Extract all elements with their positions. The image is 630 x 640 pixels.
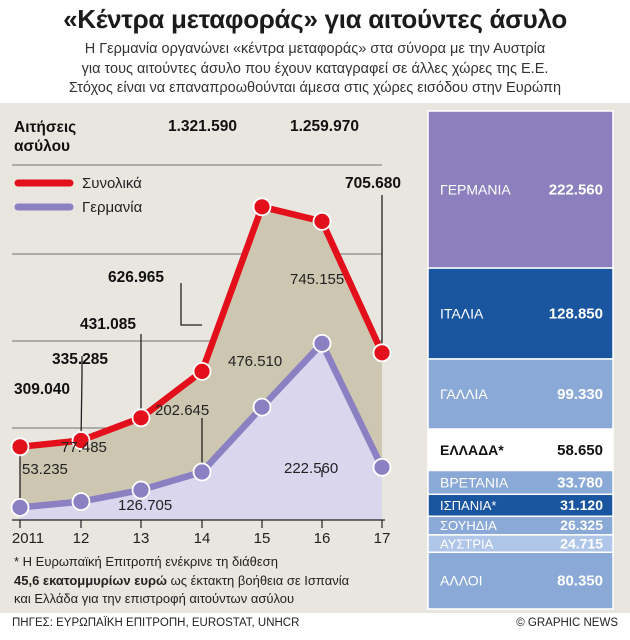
x-tick-label: 14 [194,530,211,547]
x-axis: 2011 12 13 14 15 16 17 [12,519,391,547]
germany-point [312,333,332,353]
footnote: * Η Ευρωπαϊκή Επιτροπή ενέκρινε τη διάθε… [14,553,409,609]
credit: © GRAPHIC NEWS [516,617,618,629]
data-labels: 309.040 335.285 431.085 626.965 1.321.590 1.2… [14,118,401,514]
y-axis-title: Αιτήσεις ασύλου [14,119,76,155]
total-point [10,437,30,457]
x-tick-label: 13 [133,530,150,547]
country-label: ΙΣΠΑΝΙΑ* [440,498,496,513]
subtitle-line: Στόχος είναι να επαναπροωθούνται άμεσα σ… [68,80,562,96]
germany-value-label: 77.485 [61,439,107,456]
total-value-label: 335.285 [52,351,108,368]
germany-value-label: 745.155 [290,271,344,288]
footnote-line: 45,6 εκατομμυρίων ευρώ ως έκτακτη βοήθει… [14,572,409,591]
total-value-label: 705.680 [345,175,401,192]
country-bars: ΓΕΡΜΑΝΙΑ 222.560 ΙΤΑΛΙΑ 128.850 ΓΑΛΛΙΑ 99.330… [427,110,614,610]
germany-point [71,492,91,512]
country-segment [427,428,614,472]
country-label: ΑΥΣΤΡΙΑ [440,536,494,551]
legend-label-total: Συνολικά [82,175,142,192]
legend: Συνολικά Γερμανία [14,175,143,216]
legend-label-germany: Γερμανία [82,199,143,216]
footnote-rest: ως έκτακτη βοήθεια σε Ισπανία [167,572,350,588]
total-point [71,431,91,450]
germany-point [131,480,151,500]
x-tick-label: 2011 [12,530,44,547]
leader-line [180,283,202,326]
country-value: 128.850 [549,306,603,323]
country-value: 99.330 [557,386,603,403]
total-value-label: 1.321.590 [168,118,237,135]
germany-value-label: 53.235 [22,461,68,478]
total-point [312,211,332,231]
country-segment [427,358,614,430]
country-value: 24.715 [560,535,603,551]
country-value: 58.650 [557,442,603,459]
x-tick-label: 15 [254,530,271,547]
x-tick-label: 17 [374,530,391,547]
total-point [252,197,272,217]
x-tick-label: 12 [73,530,90,547]
series-points [10,197,392,517]
germany-point [252,397,272,417]
country-label: ΓΑΛΛΙΑ [440,386,488,402]
country-value: 222.560 [549,182,603,199]
subtitle-line: Η Γερμανία οργανώνει «κέντρα μεταφοράς» … [84,41,546,57]
germany-value-label: 202.645 [155,402,209,419]
country-label: ΙΤΑΛΙΑ [440,306,484,322]
country-value: 26.325 [560,517,603,533]
area-fills [20,206,382,521]
total-point [131,408,151,428]
sources: ΠΗΓΕΣ: ΕΥΡΩΠΑΪΚΗ ΕΠΙΤΡΟΠΗ, EUROSTAT, UNH… [12,617,300,629]
total-value-label: 431.085 [80,316,136,333]
subtitle: Η Γερμανία οργανώνει «κέντρα μεταφοράς» … [0,40,630,99]
country-label: ΒΡΕΤΑΝΙΑ [440,474,509,490]
germany-area [20,343,382,520]
country-value: 80.350 [557,573,603,590]
total-value-label: 309.040 [14,381,70,398]
country-label: ΣΟΥΗΔΙΑ [440,518,497,533]
footnote-bold: 45,6 εκατομμυρίων ευρώ [14,572,167,588]
country-value: 33.780 [557,474,603,491]
footnote-line: και Ελλάδα για την επιστροφή αιτούντων α… [14,591,295,606]
total-point [372,343,392,363]
germany-value-label: 222.560 [284,460,338,477]
country-label: ΓΕΡΜΑΝΙΑ [440,182,511,198]
y-axis-title-line: ασύλου [14,138,70,155]
germany-value-label: 126.705 [118,497,172,514]
x-tick-label: 16 [314,530,331,547]
germany-value-label: 476.510 [228,353,282,370]
germany-point [192,462,212,482]
country-label: ΑΛΛΟΙ [440,573,483,589]
country-segment [427,110,614,269]
page-title: «Κέντρα μεταφοράς» για αιτούντες άσυλο [63,4,567,34]
total-value-label: 1.259.970 [290,118,359,135]
footnote-line: * Η Ευρωπαϊκή Επιτροπή ενέκρινε τη διάθε… [14,554,278,569]
country-value: 31.120 [560,497,603,513]
subtitle-line: για τους αιτούντες άσυλο που έχουν καταγ… [81,60,549,77]
total-value-label: 626.965 [108,269,164,286]
total-point [192,361,212,381]
leader-line [80,356,83,441]
y-axis-title-line: Αιτήσεις [14,119,76,136]
country-label: ΕΛΛΑΔΑ* [440,442,504,458]
country-segment [427,551,614,610]
germany-point [10,497,30,517]
germany-point [372,457,392,477]
